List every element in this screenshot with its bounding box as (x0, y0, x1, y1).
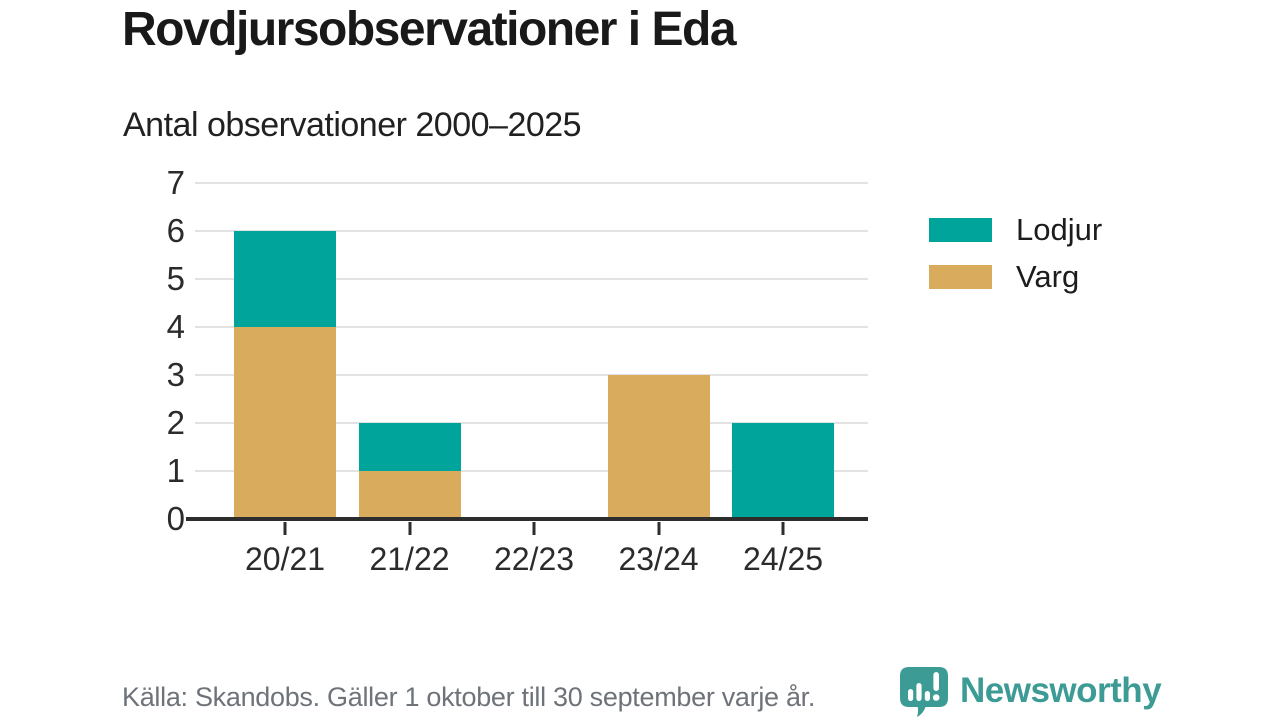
newsworthy-logo: Newsworthy (897, 664, 1162, 718)
gridline-y2 (195, 422, 868, 424)
y-axis-tick-label: 0 (166, 500, 185, 537)
gridline-y4 (195, 326, 868, 328)
x-axis-tick (781, 522, 785, 535)
legend-label: Varg (1016, 259, 1080, 294)
y-axis-tick-label: 3 (166, 356, 185, 393)
source-note: Källa: Skandobs. Gäller 1 oktober till 3… (122, 682, 816, 712)
legend-item-lodjur: Lodjur (929, 212, 1103, 247)
bar-varg-23-24 (607, 375, 710, 519)
x-axis-tick-label: 21/22 (369, 541, 450, 577)
x-axis-tick (408, 522, 411, 535)
x-axis-tick (657, 522, 660, 535)
legend-item-varg: Varg (929, 259, 1102, 294)
bar-lodjur-20-21 (234, 231, 336, 327)
speech-bubble-bar-chart-icon (900, 667, 948, 717)
chart-subtitle: Antal observationer 2000–2025 (123, 106, 582, 144)
x-axis-tick-label: 23/24 (618, 541, 699, 577)
gridline-y1 (195, 470, 868, 472)
x-axis-tick-label: 20/21 (244, 541, 326, 577)
gridline-y6 (195, 230, 868, 232)
brand-wordmark: Newsworthy (960, 671, 1162, 710)
y-axis-tick-label: 1 (166, 452, 185, 489)
y-axis-tick-label: 4 (166, 308, 185, 345)
legend-label: Lodjur (1016, 212, 1103, 247)
bar-varg-20-21 (234, 327, 336, 519)
y-axis-tick-label: 5 (166, 260, 185, 297)
y-axis-tick-label: 7 (166, 164, 185, 201)
bar-lodjur-21-22 (358, 423, 461, 471)
legend-swatch-lodjur (929, 218, 992, 242)
x-axis-line (186, 517, 868, 521)
y-axis-tick-label: 6 (166, 212, 185, 249)
legend-swatch-varg (929, 265, 992, 289)
x-axis-tick-label: 22/23 (493, 541, 575, 577)
chart-legend: Lodjur Varg (929, 212, 1103, 312)
x-axis-tick (532, 522, 536, 535)
gridline-y7 (195, 182, 868, 184)
page-title: Rovdjursobservationer i Eda (122, 3, 737, 56)
x-axis-tick (283, 522, 287, 535)
y-axis-tick-label: 2 (166, 404, 185, 441)
bar-varg-21-22 (358, 471, 461, 519)
x-axis-tick-label: 24/25 (742, 541, 824, 577)
gridline-y3 (195, 374, 868, 376)
bar-lodjur-24-25 (732, 423, 834, 519)
gridline-y5 (195, 278, 868, 280)
